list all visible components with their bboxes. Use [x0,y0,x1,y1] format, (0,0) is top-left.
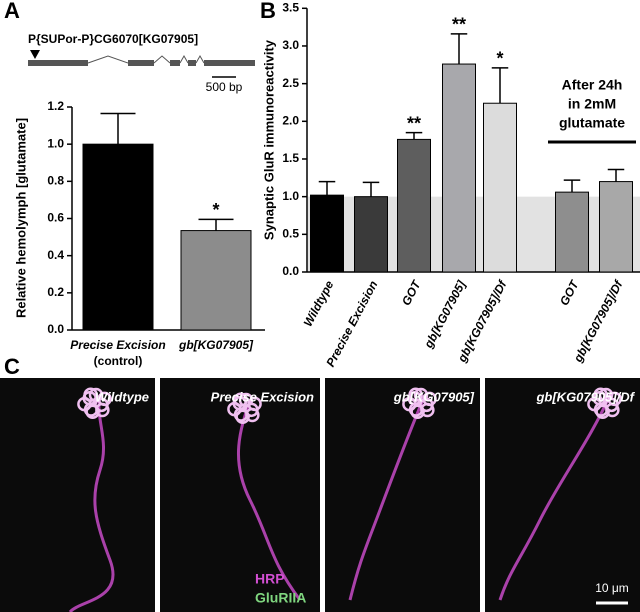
y-tick-label: 0.8 [47,174,64,188]
y-tick-label: 1.0 [282,189,299,203]
gene-diagram [28,50,255,78]
bouton [83,387,98,403]
annotation: glutamate [559,115,625,131]
channel-label: HRP [255,571,285,587]
micrograph [0,378,155,612]
y-tick-label: 1.0 [47,136,64,150]
significance: ** [407,113,421,133]
image-title: gb[KG07905]/Df [535,389,635,404]
x-tick-label: GOT [557,277,582,308]
bar [599,181,633,273]
x-tick-label: gb[KG07905] [421,277,469,351]
y-tick-label: 0.0 [47,322,64,336]
panel-label: C [4,354,20,379]
hrp-signal [68,394,115,612]
y-tick-label: 0.4 [47,248,64,262]
x-tick-label: gb[KG07905]/Df [570,277,626,365]
y-tick-label: 2.0 [282,113,299,127]
bouton [593,387,608,403]
x-tick-label: Precise Excision [70,338,165,352]
bar [397,138,431,273]
annotation: in 2mM [568,96,616,112]
hrp-signal [498,394,612,601]
gene-name: P{SUPor-P}CG6070[KG07905] [28,32,198,46]
significance: ** [452,15,466,35]
y-tick-label: 0.0 [282,264,299,278]
x-tick-label: gb[KG07905] [178,338,254,352]
hrp-signal [348,394,427,601]
bar [82,143,154,331]
x-tick-label: GOT [399,277,424,308]
image-title: gb[KG07905] [393,389,475,404]
bar [180,230,252,331]
bar [555,191,589,273]
micrograph [160,378,320,612]
y-tick-label: 0.2 [47,285,64,299]
significance: * [212,200,219,220]
bar [483,102,517,273]
y-tick-label: 0.5 [282,227,299,241]
x-tick-label: Wildtype [301,278,337,329]
y-axis-label: Relative hemolymph [glutamate] [13,118,28,318]
hrp-signal [237,399,302,601]
bar [354,196,388,273]
y-tick-label: 1.2 [47,99,64,113]
y-tick-label: 2.5 [282,76,299,90]
channel-label: GluRIIA [255,590,306,606]
bar [442,63,476,273]
image-title: Precise Excision [211,389,314,404]
scale-bar-label: 10 μm [595,581,629,595]
panel-label: B [260,0,276,23]
micrograph [325,378,480,612]
y-tick-label: 0.6 [47,211,64,225]
y-tick-label: 1.5 [282,151,299,165]
x-tick-note: (control) [94,354,143,368]
bouton [408,387,423,403]
bar [310,194,344,273]
y-tick-label: 3.0 [282,38,299,52]
image-background [160,378,320,612]
bouton [233,392,248,408]
y-tick-label: 3.5 [282,0,299,14]
micrograph [485,378,640,612]
image-background [0,378,155,612]
panel-label: A [4,0,20,23]
scale-bar-label: 500 bp [206,80,243,94]
image-background [325,378,480,612]
annotation: After 24h [562,77,623,93]
image-title: Wildtype [95,389,149,404]
y-axis-label: Synaptic GluR immunoreactivity [261,39,276,240]
significance: * [496,49,503,69]
